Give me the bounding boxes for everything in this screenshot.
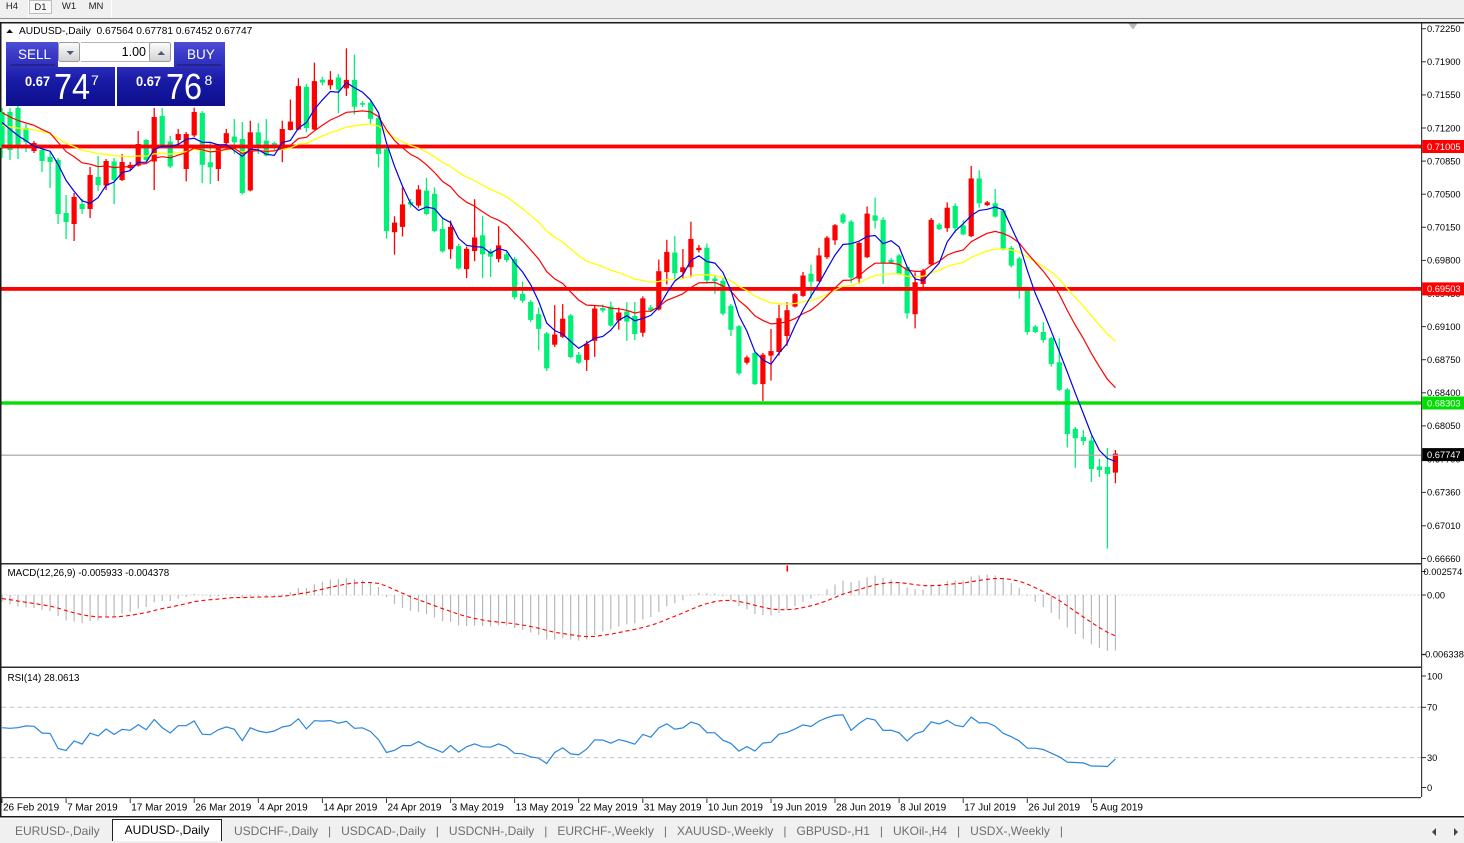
- svg-text:0.002574: 0.002574: [1424, 567, 1463, 577]
- svg-text:0.71550: 0.71550: [1427, 90, 1461, 100]
- svg-text:22 May 2019: 22 May 2019: [580, 803, 638, 814]
- svg-text:26 Feb 2019: 26 Feb 2019: [3, 803, 60, 814]
- svg-text:0.70500: 0.70500: [1427, 190, 1461, 200]
- svg-text:7 Mar 2019: 7 Mar 2019: [67, 803, 118, 814]
- svg-text:0.70850: 0.70850: [1427, 156, 1461, 166]
- svg-text:31 May 2019: 31 May 2019: [644, 803, 702, 814]
- svg-text:24 Apr 2019: 24 Apr 2019: [388, 803, 442, 814]
- svg-text:100: 100: [1427, 671, 1443, 681]
- svg-text:0.67360: 0.67360: [1427, 488, 1461, 498]
- svg-text:-0.006338: -0.006338: [1422, 650, 1464, 660]
- svg-text:0.69100: 0.69100: [1427, 322, 1461, 332]
- svg-text:0.71005: 0.71005: [1427, 142, 1461, 152]
- svg-text:17 Mar 2019: 17 Mar 2019: [131, 803, 188, 814]
- svg-text:4 Apr 2019: 4 Apr 2019: [259, 803, 308, 814]
- svg-text:0.68303: 0.68303: [1427, 398, 1461, 408]
- svg-text:14 Apr 2019: 14 Apr 2019: [323, 803, 377, 814]
- svg-text:0.68750: 0.68750: [1427, 355, 1461, 365]
- svg-text:5 Aug 2019: 5 Aug 2019: [1092, 803, 1143, 814]
- svg-text:28 Jun 2019: 28 Jun 2019: [836, 803, 891, 814]
- svg-text:0.00: 0.00: [1427, 590, 1445, 600]
- svg-text:70: 70: [1427, 703, 1437, 713]
- svg-text:26 Jul 2019: 26 Jul 2019: [1028, 803, 1080, 814]
- svg-text:AUDUSD-,Daily 0.67564 0.67781: AUDUSD-,Daily 0.67564 0.67781 0.67452 0.…: [19, 26, 253, 37]
- svg-text:8 Jul 2019: 8 Jul 2019: [900, 803, 947, 814]
- svg-text:0.70150: 0.70150: [1427, 223, 1461, 233]
- svg-text:MACD(12,26,9) -0.005933 -0.004: MACD(12,26,9) -0.005933 -0.004378: [8, 568, 170, 579]
- svg-text:26 Mar 2019: 26 Mar 2019: [195, 803, 252, 814]
- svg-text:10 Jun 2019: 10 Jun 2019: [708, 803, 763, 814]
- svg-text:0.67010: 0.67010: [1427, 521, 1461, 531]
- svg-text:RSI(14) 28.0613: RSI(14) 28.0613: [8, 673, 80, 684]
- svg-text:0.69503: 0.69503: [1427, 284, 1461, 294]
- svg-text:30: 30: [1427, 753, 1437, 763]
- svg-text:0.68050: 0.68050: [1427, 421, 1461, 431]
- svg-text:0.67747: 0.67747: [1427, 450, 1461, 460]
- svg-text:19 Jun 2019: 19 Jun 2019: [772, 803, 827, 814]
- svg-text:0.71900: 0.71900: [1427, 57, 1461, 67]
- svg-text:13 May 2019: 13 May 2019: [516, 803, 574, 814]
- svg-text:0: 0: [1427, 783, 1432, 793]
- svg-text:17 Jul 2019: 17 Jul 2019: [964, 803, 1016, 814]
- svg-text:0.72250: 0.72250: [1427, 24, 1461, 34]
- svg-text:0.71200: 0.71200: [1427, 123, 1461, 133]
- svg-text:0.68400: 0.68400: [1427, 388, 1461, 398]
- svg-text:0.69800: 0.69800: [1427, 256, 1461, 266]
- svg-text:3 May 2019: 3 May 2019: [452, 803, 505, 814]
- svg-text:0.66660: 0.66660: [1427, 554, 1461, 564]
